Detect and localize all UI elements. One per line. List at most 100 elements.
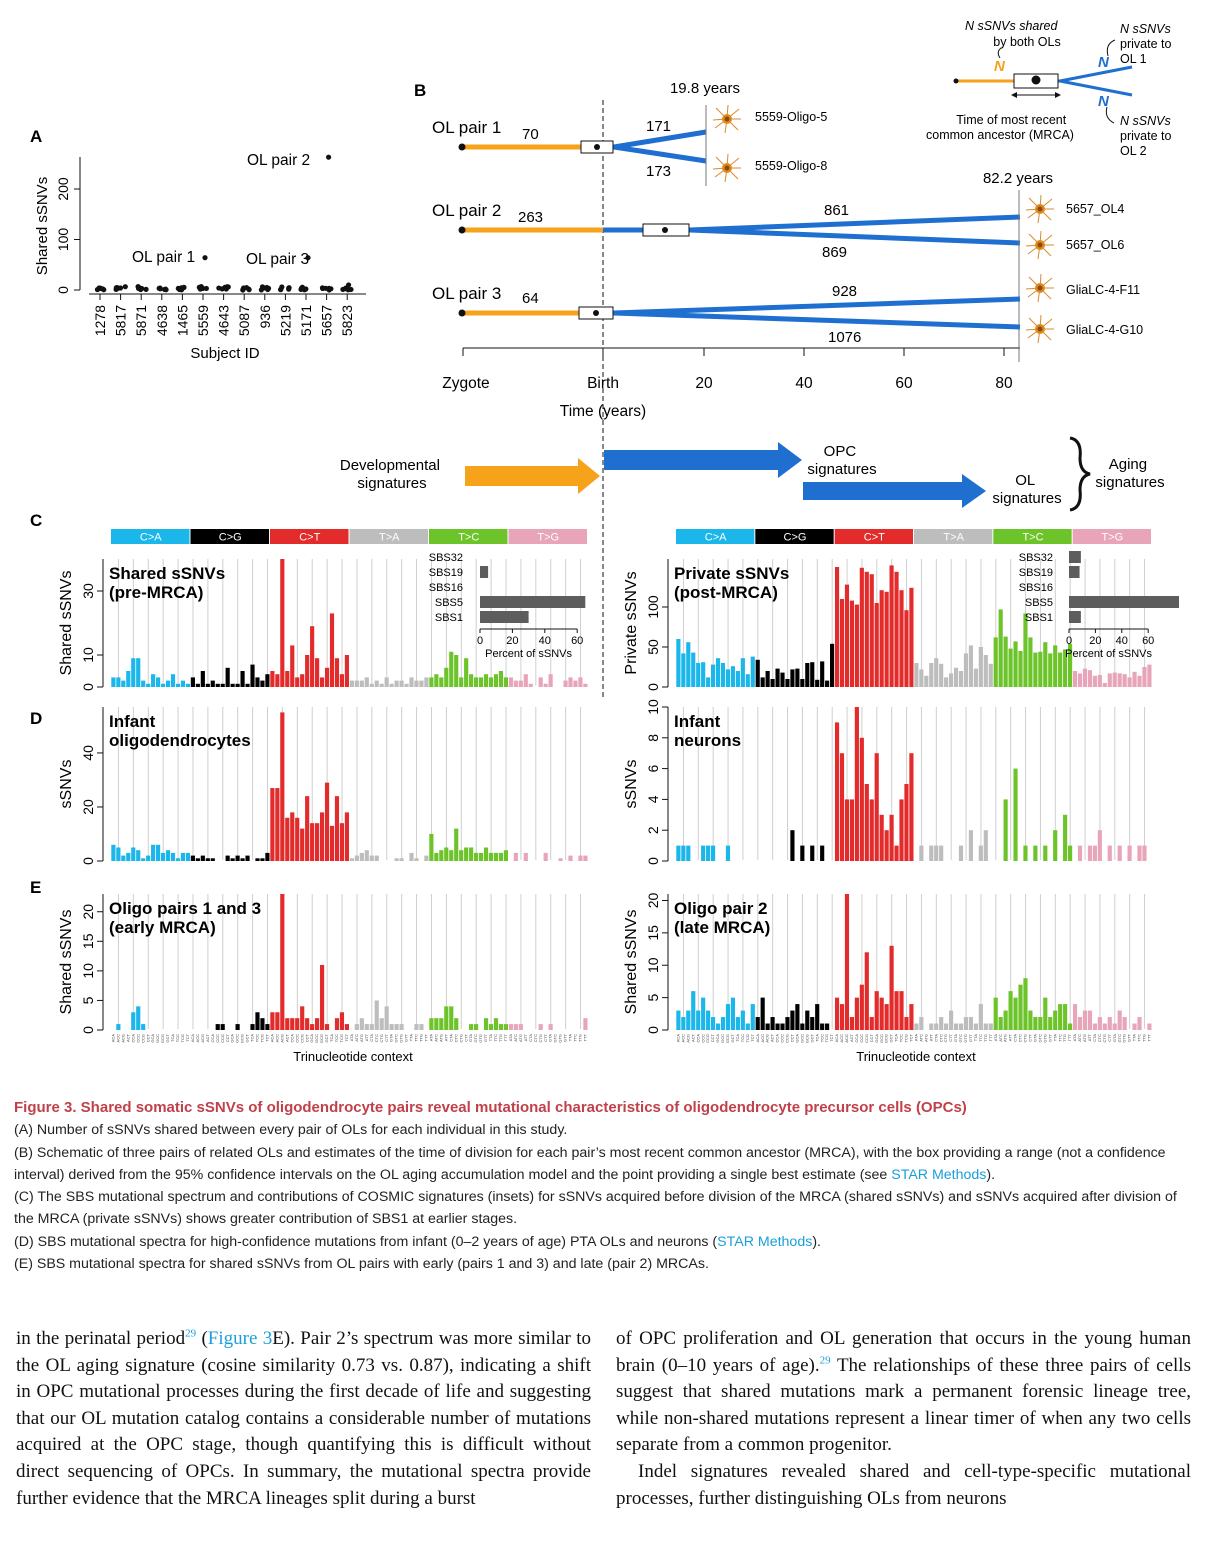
spectrum-bar [394,680,399,687]
spectrum-bar [230,683,235,687]
trinucleotide-tick-label: ATA [1072,1034,1077,1042]
spectrum-bar [1063,1004,1068,1030]
spectrum-bar [785,1017,790,1030]
spectrum-bar [434,852,439,861]
spectrum-bar [474,677,479,687]
trinucleotide-tick-label: ACG [844,1034,849,1043]
spectrum-bar [384,1006,389,1030]
trinucleotide-tick-label: ACA [110,1034,115,1043]
trinucleotide-tick-label: CCT [225,1033,230,1042]
body-left-text-2: ( [196,1328,208,1349]
spectrum-bar [859,567,864,687]
caption-d-end: ). [812,1233,821,1250]
inset-xtick-label: 40 [539,635,551,647]
trinucleotide-tick-label: TTT [1067,1033,1072,1041]
spectrum-bar [949,673,954,687]
spectrum-bar [810,1017,815,1030]
spectrum-bar [765,671,770,687]
caption-e: (E) SBS mutational spectra for shared sS… [14,1256,709,1273]
spectrum-bar [1053,645,1058,687]
trinucleotide-tick-label: TTA [568,1034,573,1042]
trinucleotide-tick-label: CTG [458,1034,463,1042]
spectrum-bar [998,609,1003,687]
spectrum-bar [909,1004,914,1030]
mutation-class-label: C>A [705,532,727,544]
trinucleotide-tick-label: CTA [528,1034,533,1042]
trinucleotide-tick-label: TTC [1137,1034,1142,1042]
spectrum-bar [414,858,419,861]
spectrum-bar [469,847,474,861]
spectrum-bar [1008,991,1013,1030]
trinucleotide-tick-label: TTC [493,1034,498,1042]
spectrum-bar [175,683,181,687]
spectrum-bar [968,1017,973,1030]
legend-n-private1: N [1098,54,1110,71]
spectrum-bar [404,683,409,687]
spectrum-ytick-label: 20 [80,904,96,920]
spectrum-bar [676,1010,681,1030]
spectrum-bar [439,850,444,861]
spectrum-bar [334,658,340,687]
spectrum-bar [454,828,459,861]
trinucleotide-tick-label: CTT [543,1033,548,1041]
mutation-class-band [993,529,1072,544]
inset-bar [1069,551,1081,563]
trinucleotide-tick-label: CTC [1097,1034,1102,1042]
spectrum-bar [568,855,573,861]
spectrum-bar [255,1012,260,1030]
pair-3-shared: 64 [522,290,539,307]
spectrum-ytick-label: 6 [645,764,661,772]
spectrum-bar [474,852,479,861]
spectrum-bar [175,858,181,861]
mutation-class-band [1072,529,1151,544]
spectrum-bar [894,991,899,1030]
spectrum-bar [919,669,924,687]
spectrum-bar [205,858,210,861]
trinucleotide-tick-label: CTG [943,1034,948,1042]
pair-1-cell-b: 5559-Oligo-8 [755,159,827,173]
trinucleotide-tick-label: GTA [1032,1034,1037,1042]
reference-link[interactable]: 29 [185,1327,197,1340]
trinucleotide-tick-label: GCG [319,1034,324,1043]
spectrum-bar [374,680,379,687]
pair-1-shared: 70 [522,126,539,143]
trinucleotide-tick-label: CTA [1013,1034,1018,1042]
caption-b-text: (B) Schematic of three pairs of related … [14,1144,1166,1183]
spectrum-bar [528,683,533,687]
caption-b-end: ). [986,1166,996,1183]
body-left-column: in the perinatal period29 (Figure 3E). P… [16,1326,591,1512]
spectrum-bar [884,830,889,861]
reference-link[interactable]: 29 [819,1354,831,1367]
trinucleotide-tick-label: ACA [269,1034,274,1043]
spectrum-bar [548,674,553,687]
inset-xtick-label: 20 [506,635,518,647]
spectrum-bar [315,658,320,687]
trinucleotide-tick-label: CCA [695,1034,700,1043]
caption-b: (B) Schematic of three pairs of related … [14,1142,1194,1187]
trinucleotide-tick-label: TCA [329,1034,334,1042]
trinucleotide-tick-label: ACC [195,1034,200,1043]
spectrum-bar [889,565,894,687]
spectrum-panel-C-right: C>A C>G C>T T>A T>C T>G 0 50 100 Private sSNVs Pri… [623,529,1152,691]
star-methods-link[interactable]: STAR Methods [891,1166,987,1183]
inset-category-label: SBS32 [429,552,463,564]
spectrum-ytick-label: 0 [645,683,661,691]
spectrum-ylabel: sSNVs [623,760,640,809]
trinucleotide-tick-label: TTA [973,1034,978,1042]
trinucleotide-tick-label: TTT [424,1033,429,1041]
spectrum-bar [1127,845,1132,861]
panel-a-data-point [156,285,162,291]
spectrum-bar [374,1000,379,1030]
spectrum-bar [305,655,310,687]
body-left-paragraph: in the perinatal period29 (Figure 3E). P… [16,1326,591,1512]
trinucleotide-tick-label: GCC [720,1034,725,1043]
spectrum-bar [909,753,914,861]
spectrum-bar [409,852,414,861]
spectrum-bar [270,671,275,687]
figure-link[interactable]: Figure 3 [207,1328,273,1349]
spectrum-bar [131,847,136,861]
spectrum-bar [800,1023,805,1030]
star-methods-link[interactable]: STAR Methods [717,1233,813,1250]
panel-a-ytick-label: 200 [55,177,71,201]
